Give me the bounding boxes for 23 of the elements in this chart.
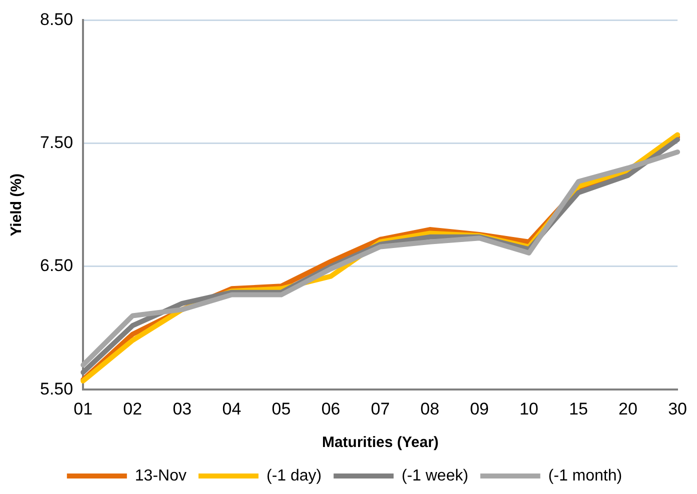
x-tick-label: 08	[420, 399, 440, 418]
x-tick-label: 01	[74, 399, 93, 418]
legend-label: 13-Nov	[134, 467, 186, 484]
y-tick-label: 5.50	[40, 379, 74, 398]
x-axis-title: Maturities (Year)	[322, 434, 439, 452]
x-tick-label: 05	[272, 399, 291, 418]
x-tick-label: 20	[618, 399, 638, 418]
y-tick-label: 7.50	[40, 133, 74, 152]
x-tick-label: 06	[321, 399, 340, 418]
y-tick-label: 6.50	[40, 256, 74, 276]
x-tick-label: 03	[172, 399, 192, 418]
x-tick-label: 07	[370, 399, 390, 418]
y-axis-title: Yield (%)	[8, 174, 26, 236]
legend-label: (-1 day)	[266, 467, 322, 484]
x-tick-label: 02	[123, 399, 142, 418]
x-tick-label: 04	[222, 399, 242, 418]
x-tick-label: 10	[519, 399, 538, 418]
legend-label: (-1 month)	[548, 467, 622, 484]
x-tick-label: 15	[569, 399, 588, 418]
x-tick-label: 30	[668, 399, 688, 418]
legend-label: (-1 week)	[402, 467, 468, 484]
x-tick-label: 09	[470, 399, 489, 418]
y-tick-label: 8.50	[40, 10, 74, 29]
